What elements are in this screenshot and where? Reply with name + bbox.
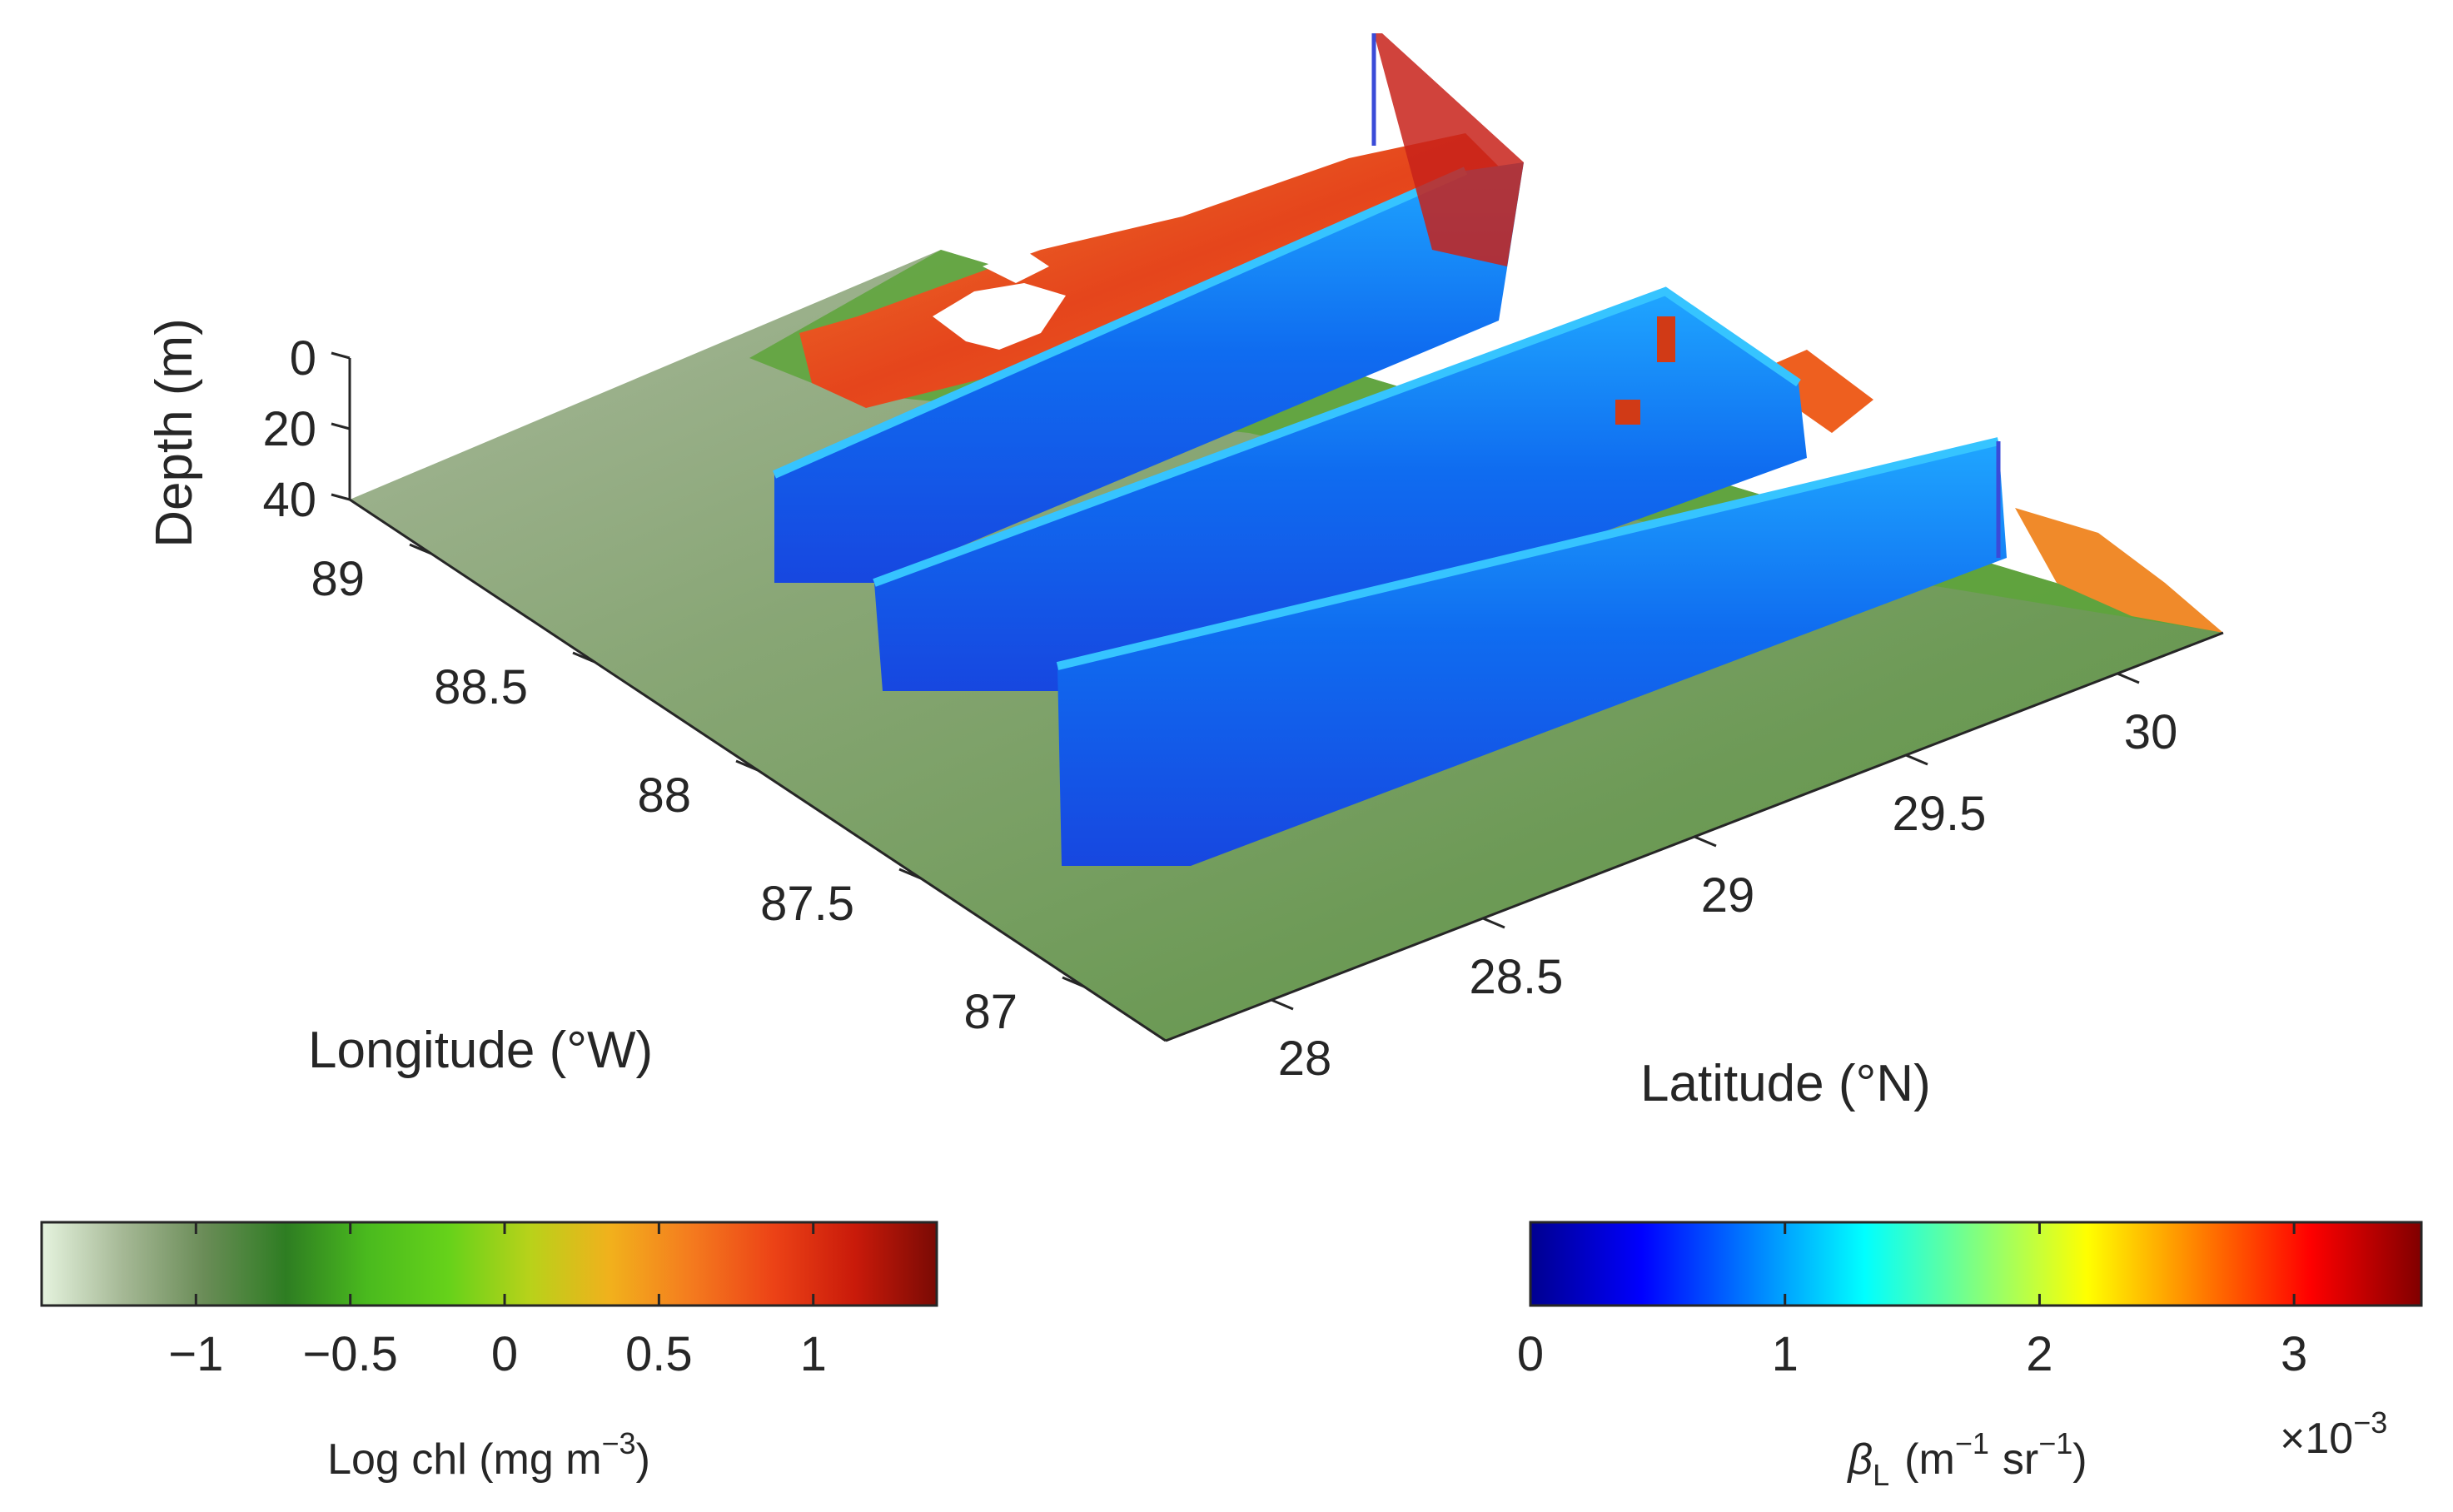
curtain-rim-south xyxy=(1056,437,2000,670)
depth-tick-1 xyxy=(331,422,351,430)
colorbar-chl-label: Log chl (mg m−3) xyxy=(327,1426,650,1484)
longitude-axis-label: Longitude (°W) xyxy=(308,1022,653,1079)
curtain-segment-south xyxy=(1057,441,2007,866)
curtain-segment-north xyxy=(774,162,1524,583)
colorbar-chl-label-exp: −3 xyxy=(602,1426,636,1460)
curtain-high-signal-north xyxy=(1374,33,1524,266)
colorbar-beta-tick-label-0: 0 xyxy=(1517,1327,1544,1381)
longitude-tick-label-4: 87 xyxy=(963,985,1018,1039)
colorbar-chl-ticks: −1 −0.5 0 0.5 1 xyxy=(168,1222,827,1381)
latitude-tick-2 xyxy=(1694,835,1717,848)
colorbar-beta-symbol: β xyxy=(1846,1435,1873,1484)
colorbar-beta-unit1: (m xyxy=(1904,1435,1955,1484)
depth-tick-label-1: 20 xyxy=(262,402,316,456)
colorbar-beta-close: ) xyxy=(2072,1435,2087,1484)
colorbar-beta-unit2: sr xyxy=(2003,1435,2038,1484)
colorbar-beta-tick-label-2: 2 xyxy=(2026,1327,2052,1381)
longitude-tick-label-2: 88 xyxy=(637,768,691,823)
longitude-tick-label-0: 89 xyxy=(311,552,365,606)
latitude-tick-label-2: 29 xyxy=(1701,868,1755,923)
curtain-rim-middle xyxy=(873,286,1801,587)
colorbar-beta-multiplier: ×10−3 xyxy=(2280,1405,2387,1463)
colorbar-chl-label-text: Log chl (mg m xyxy=(327,1435,601,1484)
colorbar-beta-tick-label-1: 1 xyxy=(1772,1327,1799,1381)
surface-plot xyxy=(350,33,2223,1041)
colorbar-beta-tick-label-3: 3 xyxy=(2281,1327,2307,1381)
chl-nodata-gap-small xyxy=(983,250,1049,283)
latitude-tick-1 xyxy=(1482,917,1505,929)
chl-high-patch-southeast xyxy=(2015,508,2223,633)
colorbar-chl-tick-label-3: 0.5 xyxy=(625,1327,693,1381)
longitude-tick-2 xyxy=(735,759,759,772)
latitude-axis-label: Latitude (°N) xyxy=(1640,1055,1931,1112)
curtain-rim-north xyxy=(772,167,1468,479)
colorbar-beta-label: βL (m−1 sr−1) xyxy=(1846,1426,2087,1492)
curtain-high-signal-middle2 xyxy=(1615,400,1640,425)
curtain-segment-middle xyxy=(874,291,1807,691)
latitude-tick-label-4: 30 xyxy=(2124,705,2178,759)
depth-tick-label-0: 0 xyxy=(290,331,316,385)
colorbar-chl-label-close: ) xyxy=(636,1435,650,1484)
colorbar-chl-tick-label-4: 1 xyxy=(800,1327,827,1381)
colorbar-beta-sub: L xyxy=(1873,1458,1889,1492)
longitude-tick-label-1: 88.5 xyxy=(434,660,528,714)
colorbar-beta-exp1: −1 xyxy=(1955,1426,1989,1460)
depth-tick-0 xyxy=(331,351,351,360)
curtain-high-signal-middle xyxy=(1657,316,1675,362)
latitude-tick-label-1: 28.5 xyxy=(1470,950,1564,1004)
axes-layer: 89 88.5 88 87.5 87 28 28.5 29 29.5 30 0 20 40 xyxy=(262,331,2224,1086)
colorbar-chl-tick-label-1: −0.5 xyxy=(302,1327,398,1381)
longitude-tick-0 xyxy=(409,543,432,555)
latitude-tick-label-3: 29.5 xyxy=(1893,787,1987,841)
lidar-curtains xyxy=(772,33,2007,866)
longitude-tick-4 xyxy=(1062,976,1085,988)
colorbar-beta-bar xyxy=(1529,1221,2423,1307)
colorbar-chl-bar xyxy=(40,1221,938,1307)
colorbar-beta-exp2: −1 xyxy=(2038,1426,2072,1460)
longitude-tick-1 xyxy=(572,651,595,664)
chl-nodata-gap xyxy=(933,283,1066,350)
depth-axis-label: Depth (m) xyxy=(146,318,203,548)
colorbar-chl-tick-label-2: 0 xyxy=(491,1327,518,1381)
longitude-tick-label-3: 87.5 xyxy=(760,877,854,931)
latitude-tick-0 xyxy=(1271,998,1294,1011)
colorbar-chl-tick-label-0: −1 xyxy=(168,1327,223,1381)
latitude-tick-label-0: 28 xyxy=(1278,1032,1332,1086)
colorbar-beta-ticks: 0 1 2 3 xyxy=(1517,1222,2307,1381)
longitude-tick-3 xyxy=(898,868,922,880)
depth-tick-2 xyxy=(331,493,351,501)
depth-tick-label-2: 40 xyxy=(262,473,316,527)
latitude-tick-3 xyxy=(1905,754,1928,766)
colorbar-beta-multiplier-base: ×10 xyxy=(2280,1415,2353,1463)
colorbar-chl: −1 −0.5 0 0.5 1 Log chl (mg m−3) xyxy=(40,1221,938,1484)
latitude-tick-4 xyxy=(2117,672,2140,684)
colorbar-beta-multiplier-exp: −3 xyxy=(2353,1405,2387,1440)
